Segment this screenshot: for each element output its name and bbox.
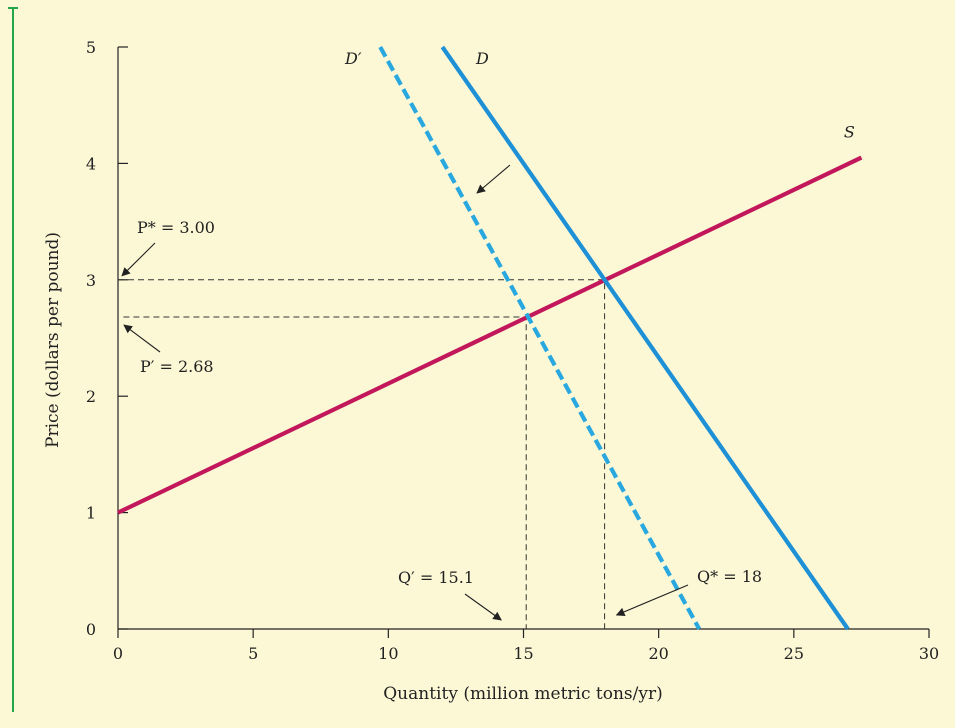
frame-accent — [8, 7, 18, 712]
series-label-d: D — [475, 49, 489, 68]
arrow-demand-shift — [476, 164, 511, 194]
y-tick-label: 1 — [86, 504, 96, 523]
arrow-q-prime — [464, 593, 502, 621]
series-line-d — [440, 45, 850, 631]
x-tick-label: 0 — [113, 644, 123, 663]
arrow-p-star — [121, 242, 156, 277]
y-tick-label: 3 — [86, 271, 96, 290]
annotation-q-prime: Q′ = 15.1 — [398, 568, 474, 587]
annotation-q-star: Q* = 18 — [697, 567, 762, 586]
y-axis-title: Price (dollars per pound) — [43, 232, 63, 448]
series-label-s: S — [844, 123, 855, 142]
y-tick-label: 0 — [86, 620, 96, 639]
annotation-p-prime: P′ = 2.68 — [140, 357, 214, 376]
plot-area: 0 5 10 15 20 25 30 0 1 2 3 4 5 D D′ S P* = 3.00 P′ = 2.68… — [86, 38, 939, 663]
arrow-p-prime — [123, 324, 161, 353]
x-tick-label: 15 — [513, 644, 533, 663]
y-tick-label: 2 — [86, 387, 96, 406]
x-tick-label: 30 — [919, 644, 939, 663]
arrow-q-star — [615, 584, 689, 616]
x-tick-label: 5 — [248, 644, 258, 663]
y-tick-label: 5 — [86, 38, 96, 57]
guide-line-1 — [118, 279, 606, 629]
series-label-d-prime: D′ — [344, 49, 362, 68]
series-line-s — [117, 155, 863, 515]
series-line-d-prime — [378, 45, 702, 631]
annotation-p-star: P* = 3.00 — [137, 218, 215, 237]
x-tick-label: 20 — [648, 644, 668, 663]
y-tick-label: 4 — [86, 154, 96, 173]
x-tick-label: 10 — [378, 644, 398, 663]
x-tick-label: 25 — [784, 644, 804, 663]
x-axis-title: Quantity (million metric tons/yr) — [383, 684, 663, 704]
